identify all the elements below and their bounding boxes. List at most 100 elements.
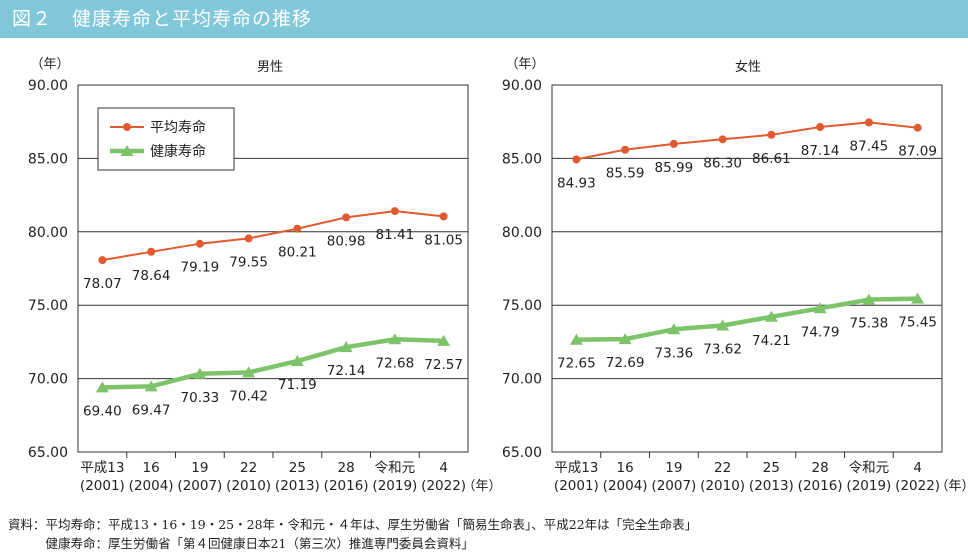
- male-x-tick-year: (2019): [372, 478, 417, 494]
- female-x-tick-label: 令和元: [849, 460, 890, 476]
- male-y-axis-unit: （年）: [30, 57, 69, 72]
- male-y-tick-label: 75.00: [28, 298, 68, 314]
- female-healthy-point: [716, 319, 730, 331]
- male-healthy-point: [95, 381, 109, 393]
- female-avg-data-label: 87.14: [801, 143, 840, 159]
- female-y-tick-label: 90.00: [502, 78, 542, 94]
- female-healthy-point: [862, 293, 876, 305]
- female-x-axis-unit: （年）: [935, 479, 968, 494]
- male-avg-point: [390, 207, 399, 216]
- male-healthy-line: [102, 337, 444, 390]
- male-avg-point: [195, 239, 204, 248]
- male-avg-point: [439, 212, 448, 221]
- female-healthy-data-label: 72.65: [557, 356, 596, 372]
- female-avg-data-label: 86.61: [752, 151, 791, 167]
- male-x-tick-label: 平成13: [80, 460, 124, 476]
- male-healthy-point: [144, 380, 158, 392]
- male-x-tick-year: (2022): [421, 478, 466, 494]
- male-healthy-point: [290, 355, 304, 367]
- female-x-tick-label: 19: [665, 460, 682, 476]
- female-healthy-data-label: 75.45: [898, 315, 937, 331]
- male-y-tick-label: 65.00: [28, 445, 68, 461]
- male-avg-point: [147, 247, 156, 256]
- male-x-tick-label: 25: [289, 460, 306, 476]
- male-x-tick-label: 令和元: [375, 460, 416, 476]
- female-healthy-point: [667, 323, 681, 335]
- female-x-tick-year: (2010): [700, 478, 745, 494]
- female-healthy-data-label: 75.38: [850, 316, 889, 332]
- male-x-tick-year: (2001): [80, 478, 125, 494]
- male-healthy-point: [242, 366, 256, 378]
- female-healthy-data-label: 74.21: [752, 333, 791, 349]
- male-avg-data-label: 79.19: [181, 260, 220, 276]
- male-x-tick-label: 28: [338, 460, 355, 476]
- male-healthy-data-label: 69.47: [132, 402, 171, 418]
- female-avg-point: [718, 135, 727, 144]
- male-avg-data-label: 81.41: [376, 227, 415, 243]
- female-avg-line: [576, 121, 918, 161]
- female-x-tick-year: (2013): [749, 478, 794, 494]
- life-expectancy-charts: 65.00 70.00 75.00 80.00 85.00 90.00 平成13 (2001)…: [28, 57, 968, 494]
- male-y-tick-label: 80.00: [28, 225, 68, 241]
- female-avg-point: [913, 123, 922, 132]
- female-healthy-point: [764, 310, 778, 322]
- female-x-tick-year: (2019): [846, 478, 891, 494]
- female-x-tick-year: (2022): [895, 478, 940, 494]
- female-x-tick-label: 4: [913, 460, 922, 476]
- male-y-tick-label: 70.00: [28, 372, 68, 388]
- female-avg-point: [669, 139, 678, 148]
- male-x-tick-label: 16: [143, 460, 160, 476]
- female-healthy-data-label: 72.69: [606, 355, 645, 371]
- male-x-axis-unit: （年）: [462, 479, 501, 494]
- male-healthy-data-label: 71.19: [278, 377, 317, 393]
- male-avg-data-label: 78.07: [83, 276, 122, 292]
- female-healthy-point: [618, 333, 632, 345]
- female-x-tick-label: 28: [812, 460, 829, 476]
- female-x-tick-year: (2001): [554, 478, 599, 494]
- female-x-tick-year: (2007): [651, 478, 696, 494]
- female-avg-point: [621, 145, 630, 154]
- male-x-tick-year: (2013): [275, 478, 320, 494]
- male-healthy-data-label: 69.40: [83, 403, 122, 419]
- male-avg-data-label: 78.64: [132, 268, 171, 284]
- male-x-tick-year: (2007): [177, 478, 222, 494]
- female-healthy-point: [569, 333, 583, 345]
- male-healthy-data-label: 70.33: [181, 390, 220, 406]
- female-x-tick-label: 16: [617, 460, 634, 476]
- male-healthy-data-label: 72.68: [376, 355, 415, 371]
- female-avg-data-label: 85.59: [606, 166, 645, 182]
- female-avg-data-label: 85.99: [655, 160, 694, 176]
- male-avg-data-label: 79.55: [229, 254, 268, 270]
- female-avg-data-label: 87.09: [898, 144, 937, 160]
- female-y-axis-unit: （年）: [505, 57, 544, 72]
- male-healthy-point: [388, 333, 402, 345]
- legend-avg-marker: [123, 123, 131, 131]
- male-healthy-point: [193, 367, 207, 379]
- male-healthy-point: [339, 341, 353, 353]
- male-y-tick-label: 85.00: [28, 151, 68, 167]
- female-healthy-line: [576, 296, 918, 342]
- female-y-tick-label: 65.00: [502, 445, 542, 461]
- male-healthy-point: [437, 334, 451, 346]
- female-chart-title: 女性: [735, 59, 761, 75]
- female-avg-point: [767, 130, 776, 139]
- female-avg-data-label: 84.93: [557, 175, 596, 191]
- male-healthy-data-label: 72.57: [424, 357, 463, 373]
- male-avg-point: [342, 213, 351, 222]
- male-x-tick-label: 4: [439, 460, 448, 476]
- male-healthy-data-label: 72.14: [327, 363, 366, 379]
- male-avg-data-label: 81.05: [424, 232, 463, 248]
- female-healthy-data-label: 74.79: [801, 324, 840, 340]
- female-avg-point: [864, 118, 873, 127]
- female-avg-point: [572, 155, 581, 164]
- male-avg-data-label: 80.98: [327, 233, 366, 249]
- male-y-tick-label: 90.00: [28, 78, 68, 94]
- source-note-2: 健康寿命：厚生労働省「第４回健康日本21（第三次）推進専門委員会資料」: [8, 536, 474, 551]
- male-chart-title: 男性: [257, 60, 283, 75]
- female-x-tick-year: (2016): [798, 478, 843, 494]
- female-healthy-data-label: 73.62: [703, 341, 742, 357]
- male-avg-point: [244, 234, 253, 243]
- source-note-1: 資料：平均寿命：平成13・16・19・25・28年・令和元・４年は、厚生労働省「…: [8, 517, 698, 532]
- female-y-tick-label: 75.00: [502, 298, 542, 314]
- male-x-tick-year: (2004): [129, 478, 174, 494]
